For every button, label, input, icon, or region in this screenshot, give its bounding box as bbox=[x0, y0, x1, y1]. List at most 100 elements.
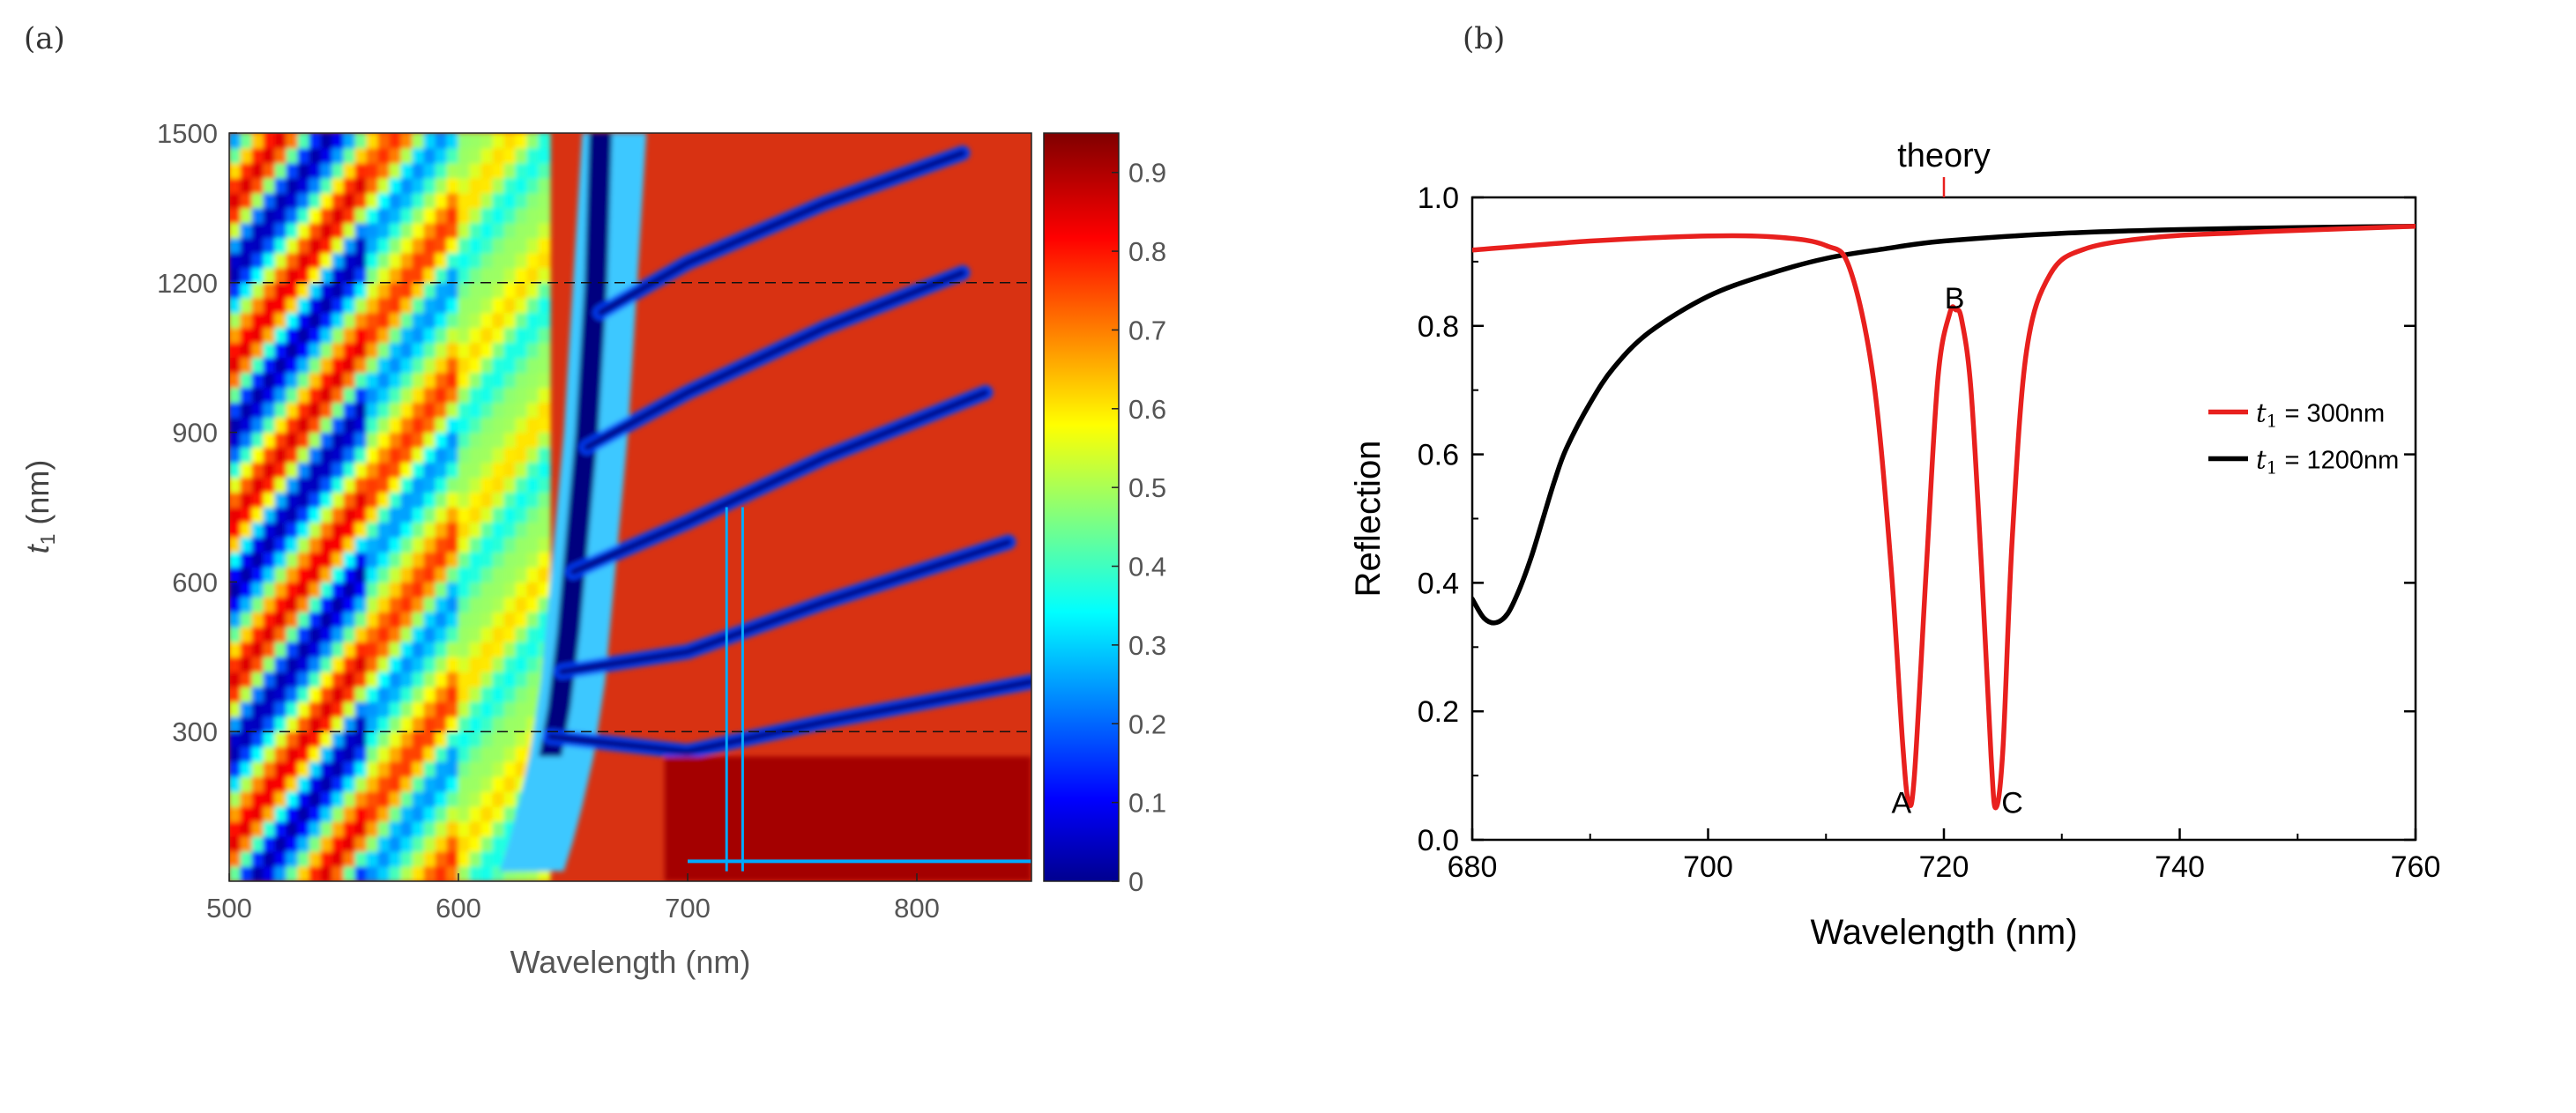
heatmap-cell bbox=[229, 387, 242, 404]
heatmap-cell bbox=[480, 267, 494, 284]
heatmap-cell bbox=[412, 177, 425, 194]
heatmap-cell bbox=[435, 596, 448, 612]
heatmap-cell bbox=[320, 417, 333, 434]
heatmap-cell bbox=[412, 731, 425, 747]
heatmap-cell bbox=[458, 805, 471, 822]
heatmap-cell bbox=[446, 805, 459, 822]
heatmap-cell bbox=[526, 701, 540, 717]
heatmap-cell bbox=[435, 536, 448, 553]
line-plot-x-axis-label: Wavelength (nm) bbox=[1810, 913, 2077, 952]
heatmap-cell bbox=[526, 417, 540, 434]
heatmap-cell bbox=[480, 192, 494, 209]
heatmap-cell bbox=[526, 566, 540, 582]
heatmap-cell bbox=[354, 447, 368, 464]
heatmap-cell bbox=[458, 447, 471, 464]
heatmap-cell bbox=[343, 746, 356, 762]
heatmap-cell bbox=[538, 133, 551, 149]
heatmap-cell bbox=[492, 177, 505, 194]
heatmap-cell bbox=[331, 207, 345, 224]
heatmap-cell bbox=[320, 447, 333, 464]
heatmap-cell bbox=[400, 177, 413, 194]
heatmap-cell bbox=[389, 177, 402, 194]
heatmap-cell bbox=[286, 701, 299, 717]
heatmap-cell bbox=[366, 671, 379, 687]
heatmap-cell bbox=[309, 746, 322, 762]
heatmap-cell bbox=[458, 746, 471, 762]
heatmap-cell bbox=[423, 790, 436, 807]
heatmap-cell bbox=[297, 207, 310, 224]
heatmap-cell bbox=[251, 656, 264, 672]
heatmap-cell bbox=[274, 596, 287, 612]
heatmap-cell bbox=[354, 641, 368, 657]
heatmap-cell bbox=[366, 686, 379, 702]
heatmap-cell bbox=[354, 551, 368, 568]
heatmap-cell bbox=[229, 282, 242, 299]
heatmap-cell bbox=[515, 477, 528, 493]
heatmap-cell bbox=[469, 596, 482, 612]
colorbar bbox=[1043, 132, 1120, 882]
heatmap-cell bbox=[389, 267, 402, 284]
heatmap-cell bbox=[297, 790, 310, 807]
heatmap-y-tick-label: 1500 bbox=[157, 118, 218, 149]
heatmap-cell bbox=[503, 207, 517, 224]
heatmap-cell bbox=[469, 731, 482, 747]
heatmap-cell bbox=[503, 402, 517, 419]
heatmap-cell bbox=[229, 177, 242, 194]
heatmap-cell bbox=[446, 252, 459, 269]
heatmap-cell bbox=[309, 207, 322, 224]
heatmap-cell bbox=[423, 267, 436, 284]
heatmap-cell bbox=[229, 133, 242, 149]
heatmap-cell bbox=[412, 222, 425, 239]
heatmap-cell bbox=[538, 507, 551, 523]
heatmap-cell bbox=[480, 865, 494, 881]
heatmap-cell bbox=[389, 192, 402, 209]
legend-subscript: 1 bbox=[2267, 457, 2278, 479]
heatmap-cell bbox=[515, 761, 528, 777]
heatmap-cell bbox=[297, 222, 310, 239]
heatmap-cell bbox=[309, 432, 322, 449]
heatmap-cell bbox=[297, 147, 310, 164]
heatmap-cell bbox=[354, 417, 368, 434]
heatmap-cell bbox=[515, 342, 528, 359]
heatmap-cell bbox=[526, 447, 540, 464]
heatmap-cell bbox=[480, 492, 494, 508]
heatmap-cell bbox=[286, 626, 299, 642]
heatmap-cell bbox=[286, 521, 299, 538]
heatmap-features bbox=[229, 133, 1031, 881]
heatmap-cell bbox=[389, 147, 402, 164]
heatmap-cell bbox=[515, 447, 528, 464]
heatmap-cell bbox=[538, 387, 551, 404]
heatmap-cell bbox=[229, 761, 242, 777]
heatmap-cell bbox=[251, 372, 264, 389]
heatmap-cell bbox=[251, 641, 264, 657]
heatmap-cell bbox=[503, 611, 517, 627]
heatmap-cell bbox=[274, 237, 287, 254]
heatmap-cell bbox=[469, 611, 482, 627]
heatmap-cell bbox=[400, 566, 413, 582]
heatmap-cell bbox=[343, 282, 356, 299]
heatmap-cell bbox=[526, 192, 540, 209]
heatmap-cell bbox=[492, 447, 505, 464]
heatmap-cell bbox=[240, 521, 253, 538]
heatmap-cell bbox=[366, 656, 379, 672]
heatmap-cell bbox=[526, 267, 540, 284]
heatmap-cell bbox=[286, 267, 299, 284]
heatmap-cell bbox=[435, 626, 448, 642]
heatmap-cell bbox=[263, 312, 276, 329]
heatmap-cell bbox=[286, 447, 299, 464]
heatmap-cell bbox=[469, 701, 482, 717]
heatmap-cell bbox=[309, 267, 322, 284]
heatmap-cell bbox=[458, 626, 471, 642]
heatmap-cell bbox=[423, 462, 436, 479]
heatmap-cell bbox=[297, 641, 310, 657]
heatmap-cell bbox=[492, 820, 505, 837]
heatmap-cell bbox=[240, 507, 253, 523]
heatmap-cell bbox=[412, 701, 425, 717]
heatmap-cell bbox=[274, 775, 287, 792]
heatmap-cell bbox=[354, 761, 368, 777]
heatmap-cell bbox=[515, 536, 528, 553]
colorbar-tick-label: 0 bbox=[1128, 866, 1143, 897]
heatmap-cell bbox=[240, 387, 253, 404]
heatmap-cell bbox=[274, 222, 287, 239]
